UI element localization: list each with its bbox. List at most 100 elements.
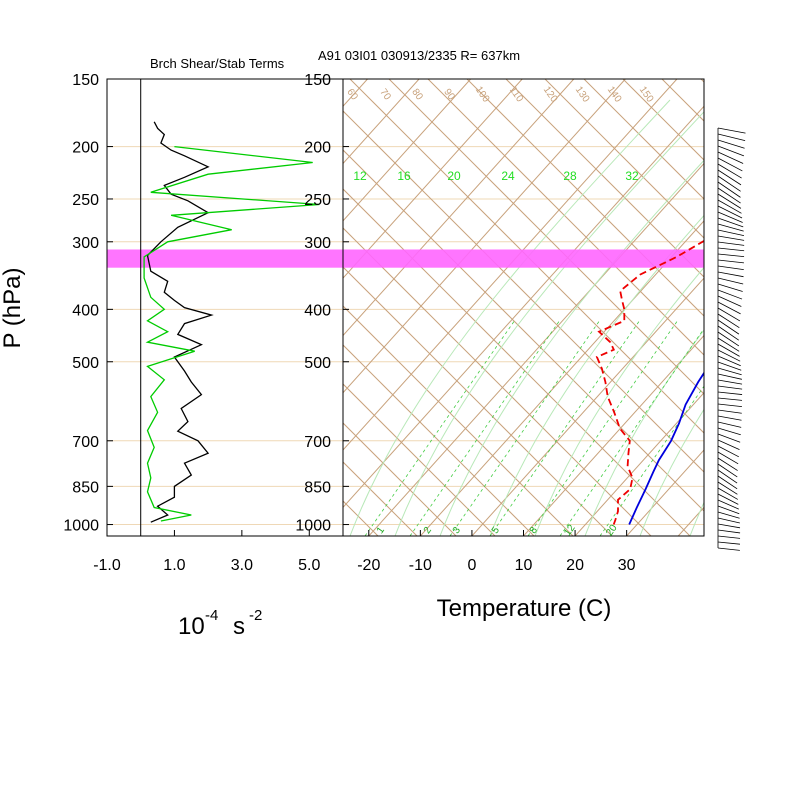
left-panel-title: Brch Shear/Stab Terms xyxy=(150,56,285,71)
wind-barb xyxy=(717,133,746,142)
dry-adiabat-line xyxy=(343,305,574,536)
mixing-ratio-label: 5 xyxy=(490,525,502,536)
mixing-ratio-label: 12 xyxy=(353,169,367,183)
wind-barb xyxy=(717,217,744,228)
wind-barb xyxy=(717,307,741,322)
temperature-tick-label: 10 xyxy=(515,557,533,574)
wind-barb xyxy=(717,253,745,258)
wind-barb xyxy=(717,127,746,134)
wind-barb xyxy=(717,241,745,246)
wind-barb xyxy=(717,289,743,300)
isotherm-line xyxy=(677,506,704,536)
wind-barb xyxy=(717,151,744,164)
wind-barb xyxy=(717,463,738,478)
shear-tick-label: 3.0 xyxy=(231,557,253,574)
moist-adiabat-line xyxy=(534,266,704,536)
wind-barb xyxy=(717,547,740,551)
wind-barb xyxy=(717,493,739,505)
isotherm-line xyxy=(343,79,575,337)
wind-barb xyxy=(717,505,740,515)
wind-barb xyxy=(717,421,742,428)
moist-adiabat-line xyxy=(489,214,704,536)
wind-barb xyxy=(717,523,741,529)
wind-barb xyxy=(717,265,744,271)
wind-barb xyxy=(717,361,742,371)
wind-barb xyxy=(717,247,745,252)
wind-barb xyxy=(717,205,743,219)
dry-adiabat-line xyxy=(427,79,704,356)
pressure-tick-label: 850 xyxy=(304,479,331,496)
mixing-ratio-line xyxy=(409,319,561,536)
isotherm-line xyxy=(0,79,264,536)
moist-adiabat-line xyxy=(689,501,704,536)
wind-barb xyxy=(717,349,741,362)
shear-tick-label: -1.0 xyxy=(93,557,121,574)
pressure-tick-label: 700 xyxy=(304,434,331,451)
wind-barb xyxy=(717,541,741,545)
pressure-tick-label: 200 xyxy=(72,140,99,157)
potential-temperature-label: 130 xyxy=(573,85,592,105)
temperature-tick-label: 30 xyxy=(618,557,636,574)
wind-barb xyxy=(717,187,741,204)
dry-adiabat-line xyxy=(343,422,457,536)
isotherm-line xyxy=(523,334,704,536)
wind-barb xyxy=(717,277,744,285)
wind-barb xyxy=(717,259,744,264)
potential-temperature-label: 150 xyxy=(637,85,656,105)
dry-adiabat-line xyxy=(0,0,222,536)
dry-adiabat-line xyxy=(343,266,613,536)
mixing-ratio-label: 20 xyxy=(447,169,461,183)
wind-barb xyxy=(717,169,742,186)
wind-barb xyxy=(717,367,742,376)
pressure-tick-label: 150 xyxy=(304,72,331,89)
wind-barb xyxy=(717,487,738,500)
wind-barb xyxy=(717,535,741,539)
moist-adiabat-line xyxy=(584,329,704,536)
wind-barb xyxy=(717,199,742,214)
mixing-ratio-label: 2 xyxy=(422,525,434,536)
dry-adiabat-line xyxy=(343,110,704,473)
dry-adiabat-line xyxy=(0,0,339,536)
right-panel-title: A91 03I01 030913/2335 R= 637km xyxy=(318,48,520,63)
wind-barb xyxy=(717,157,743,172)
wind-barb xyxy=(717,343,740,357)
wind-barb xyxy=(717,211,743,223)
temperature-profile-line xyxy=(628,371,704,525)
pressure-tick-label: 1000 xyxy=(295,518,331,535)
mixing-ratio-label: 8 xyxy=(528,525,540,536)
shear-tick-label: 5.0 xyxy=(298,557,320,574)
wind-barb xyxy=(717,427,741,436)
isotherm-line xyxy=(0,79,316,536)
dry-adiabat-line xyxy=(622,79,704,161)
wind-barb xyxy=(717,391,743,395)
wind-barb xyxy=(717,409,742,414)
wind-barb xyxy=(717,475,738,490)
potential-temperature-label: 140 xyxy=(605,85,624,105)
wind-barb xyxy=(717,235,745,241)
dry-adiabat-line xyxy=(661,79,704,122)
mixing-ratio-line xyxy=(449,319,601,536)
pressure-tick-label: 500 xyxy=(72,355,99,372)
units-seconds-exponent: -2 xyxy=(249,607,262,624)
isotherm-line xyxy=(343,79,472,222)
wind-barb xyxy=(717,397,743,401)
pressure-tick-label: 300 xyxy=(72,235,99,252)
wind-barb xyxy=(717,295,742,307)
mixing-ratio-label: 16 xyxy=(397,169,411,183)
wind-barb xyxy=(717,145,745,157)
dry-adiabat-line xyxy=(343,188,691,536)
wind-barb xyxy=(717,223,744,232)
pressure-tick-label: 400 xyxy=(304,302,331,319)
wind-barb xyxy=(717,181,741,198)
dry-adiabat-line xyxy=(583,79,704,200)
skewt-profile-lines xyxy=(595,239,704,525)
isotherm-line xyxy=(343,79,523,279)
isotherm-line xyxy=(343,79,678,451)
mixing-ratio-label: 24 xyxy=(501,169,515,183)
wind-barb xyxy=(717,415,742,421)
mixing-ratio-label: 1 xyxy=(375,525,387,536)
wind-barb xyxy=(717,139,745,149)
isotherm-line xyxy=(343,79,420,165)
mixing-ratio-label: 32 xyxy=(625,169,639,183)
wind-barb xyxy=(717,229,745,237)
